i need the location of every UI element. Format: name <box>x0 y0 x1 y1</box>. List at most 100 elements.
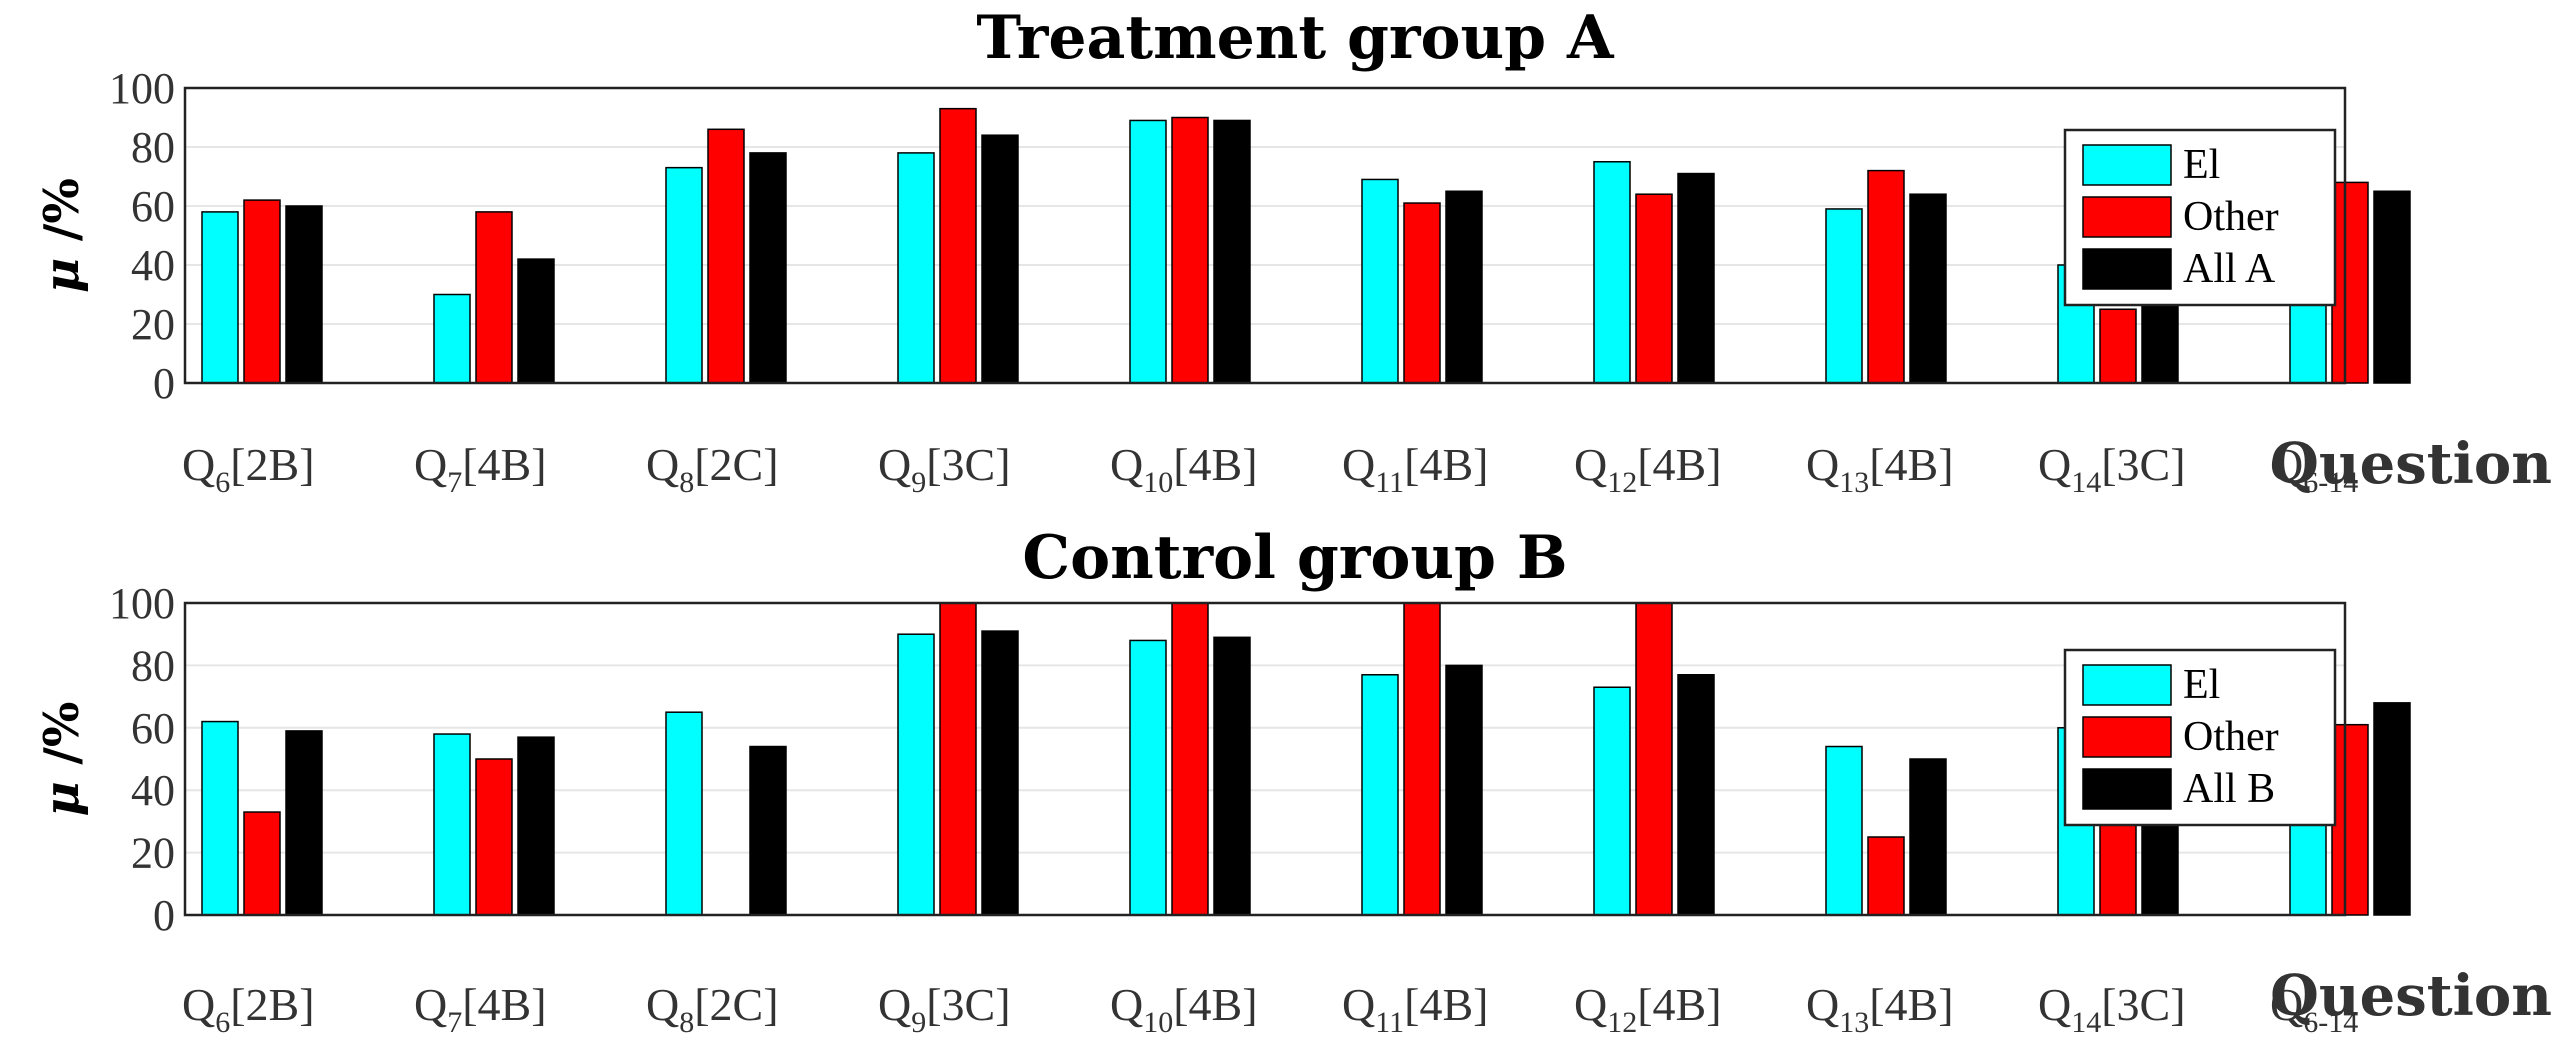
bar <box>2331 723 2369 916</box>
bar <box>749 745 787 916</box>
bar <box>897 152 935 384</box>
bar <box>1635 193 1673 384</box>
chart-panel-control-b: Control group B 0 20 40 60 80 100 Q6[2B] Q7[4B] Q… <box>34 523 2552 1039</box>
y-axis-label: μ /% <box>34 178 90 293</box>
axis-frame <box>183 86 2347 385</box>
bar <box>1867 836 1905 916</box>
y-tick-label: 60 <box>131 704 175 753</box>
bar <box>285 730 323 916</box>
bar <box>707 128 745 384</box>
x-tick-label: Q13[4B] <box>1806 979 1954 1039</box>
bar <box>1213 636 1251 916</box>
legend-swatch <box>2082 716 2172 758</box>
bar <box>1129 119 1167 384</box>
x-axis-label: Question <box>2270 431 2552 497</box>
bar <box>2099 308 2137 384</box>
bar <box>939 602 977 916</box>
x-tick-label: Q10[4B] <box>1110 979 1258 1039</box>
y-axis-label: μ /% <box>34 702 90 817</box>
x-tick-label: Q14[3C] <box>2038 979 2186 1039</box>
y-tick-label: 60 <box>131 182 175 231</box>
y-tick-label: 0 <box>153 359 175 408</box>
bar <box>1171 116 1209 384</box>
chart-panel-treatment-a: Treatment group A 0 20 40 60 80 100 Q6[2B] Q7[4B… <box>34 3 2552 499</box>
bar <box>433 733 471 916</box>
y-tick-label: 80 <box>131 641 175 690</box>
bar <box>433 293 471 384</box>
y-tick-label: 0 <box>153 891 175 940</box>
x-axis-label: Question <box>2270 963 2552 1029</box>
bar <box>1909 193 1947 384</box>
x-tick-label: Q7[4B] <box>414 979 547 1039</box>
y-tick-label: 100 <box>109 64 175 113</box>
y-tick-label: 40 <box>131 766 175 815</box>
x-tick-label: Q6-14 <box>2270 439 2358 499</box>
bar <box>1825 745 1863 916</box>
y-tick-label: 40 <box>131 241 175 290</box>
legend-swatch <box>2082 248 2172 290</box>
chart-title: Control group B <box>1022 523 1567 593</box>
y-tick-label: 20 <box>131 300 175 349</box>
legend: El Other All B <box>2063 648 2337 827</box>
bar <box>1403 202 1441 384</box>
bar <box>665 711 703 916</box>
x-tick-label: Q11[4B] <box>1342 439 1488 499</box>
x-tick-label: Q8[2C] <box>646 439 779 499</box>
bar <box>285 205 323 384</box>
bar <box>1677 674 1715 916</box>
bar <box>2331 181 2369 384</box>
bar <box>665 166 703 384</box>
x-tick-label: Q12[4B] <box>1574 439 1722 499</box>
x-tick-label: Q6[2B] <box>182 439 315 499</box>
bar <box>1909 758 1947 916</box>
legend-swatch <box>2082 768 2172 810</box>
x-tick-label: Q9[3C] <box>878 979 1011 1039</box>
bar <box>517 258 555 384</box>
x-tick-label: Q11[4B] <box>1342 979 1488 1039</box>
bar <box>981 630 1019 916</box>
bar <box>1593 686 1631 916</box>
legend-swatch <box>2082 144 2172 186</box>
legend-entry: Other <box>2183 194 2279 240</box>
y-tick-label: 20 <box>131 829 175 878</box>
legend-entry: El <box>2183 662 2220 708</box>
bar <box>1445 664 1483 916</box>
bar <box>475 211 513 384</box>
legend-swatch <box>2082 664 2172 706</box>
bar <box>1677 172 1715 384</box>
x-tick-label: Q13[4B] <box>1806 439 1954 499</box>
x-tick-label: Q9[3C] <box>878 439 1011 499</box>
bar <box>2373 190 2411 384</box>
bar <box>1445 190 1483 384</box>
bar <box>1171 602 1209 916</box>
x-tick-label: Q7[4B] <box>414 439 547 499</box>
bar <box>897 633 935 916</box>
legend: El Other All A <box>2063 128 2337 307</box>
chart-title: Treatment group A <box>976 3 1615 73</box>
bar <box>1593 161 1631 384</box>
bar <box>749 152 787 384</box>
bar <box>2373 702 2411 916</box>
bar <box>517 736 555 916</box>
legend-entry: El <box>2183 142 2220 188</box>
legend-swatch <box>2082 196 2172 238</box>
bar <box>243 811 281 916</box>
x-tick-label: Q12[4B] <box>1574 979 1722 1039</box>
bar <box>1361 674 1399 916</box>
bar <box>1867 169 1905 384</box>
x-tick-label: Q6[2B] <box>182 979 315 1039</box>
bar <box>1403 602 1441 916</box>
y-tick-label: 100 <box>109 579 175 628</box>
legend-entry: All B <box>2183 766 2275 812</box>
legend-entry: All A <box>2183 246 2276 292</box>
bar <box>1213 119 1251 384</box>
bar <box>1635 602 1673 916</box>
x-tick-label: Q8[2C] <box>646 979 779 1039</box>
bar <box>1361 178 1399 384</box>
x-tick-label: Q14[3C] <box>2038 439 2186 499</box>
bar <box>475 758 513 916</box>
legend-entry: Other <box>2183 714 2279 760</box>
bar <box>939 107 977 384</box>
bar <box>1129 639 1167 916</box>
